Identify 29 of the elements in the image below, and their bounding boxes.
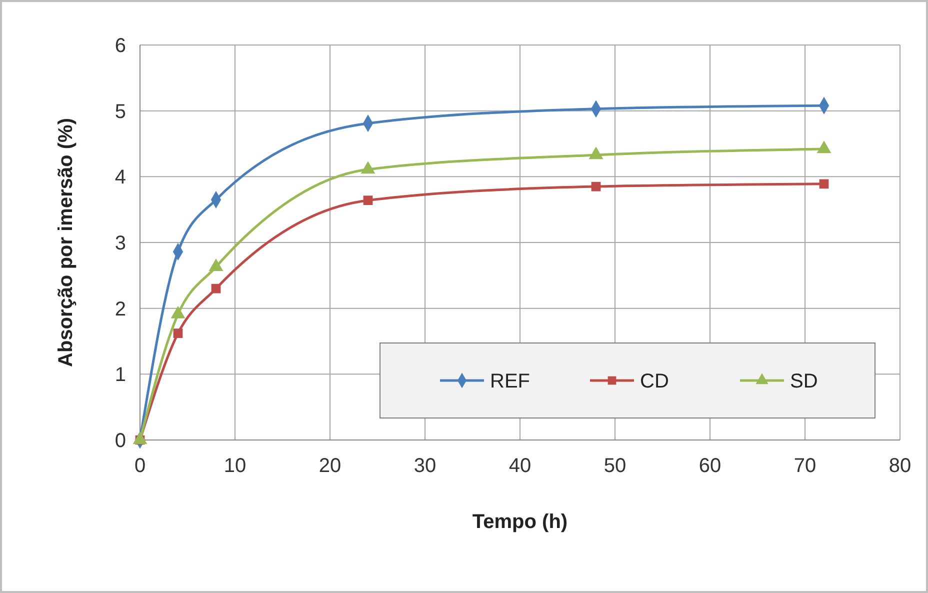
x-tick-label: 0 bbox=[134, 455, 146, 477]
y-tick-label: 1 bbox=[114, 364, 126, 386]
y-axis-title: Absorção por imersão (%) bbox=[55, 118, 77, 367]
x-tick-label: 70 bbox=[794, 455, 816, 477]
x-tick-label: 60 bbox=[698, 455, 722, 477]
x-tick-label: 30 bbox=[414, 455, 436, 477]
point bbox=[363, 196, 373, 206]
x-tick-label: 20 bbox=[318, 455, 342, 477]
y-tick-label: 3 bbox=[114, 232, 126, 254]
point bbox=[173, 328, 183, 338]
legend-label: REF bbox=[490, 370, 530, 392]
x-tick-label: 10 bbox=[224, 455, 246, 477]
point bbox=[133, 432, 147, 444]
y-tick-label: 0 bbox=[114, 430, 126, 452]
legend-label: SD bbox=[790, 370, 818, 392]
point bbox=[211, 284, 221, 294]
y-tick-label: 2 bbox=[114, 298, 126, 320]
y-tick-label: 4 bbox=[114, 166, 126, 189]
point bbox=[591, 182, 601, 192]
point bbox=[209, 259, 223, 272]
y-tick-label: 5 bbox=[114, 100, 126, 123]
x-tick-label: 80 bbox=[888, 455, 912, 477]
x-tick-label: 40 bbox=[508, 455, 532, 477]
legend-label: CD bbox=[640, 370, 669, 392]
point bbox=[171, 306, 185, 318]
x-axis-title: Tempo (h) bbox=[472, 511, 568, 533]
x-tick-label: 50 bbox=[604, 455, 626, 477]
point bbox=[819, 179, 829, 189]
y-tick-label: 6 bbox=[114, 35, 126, 57]
